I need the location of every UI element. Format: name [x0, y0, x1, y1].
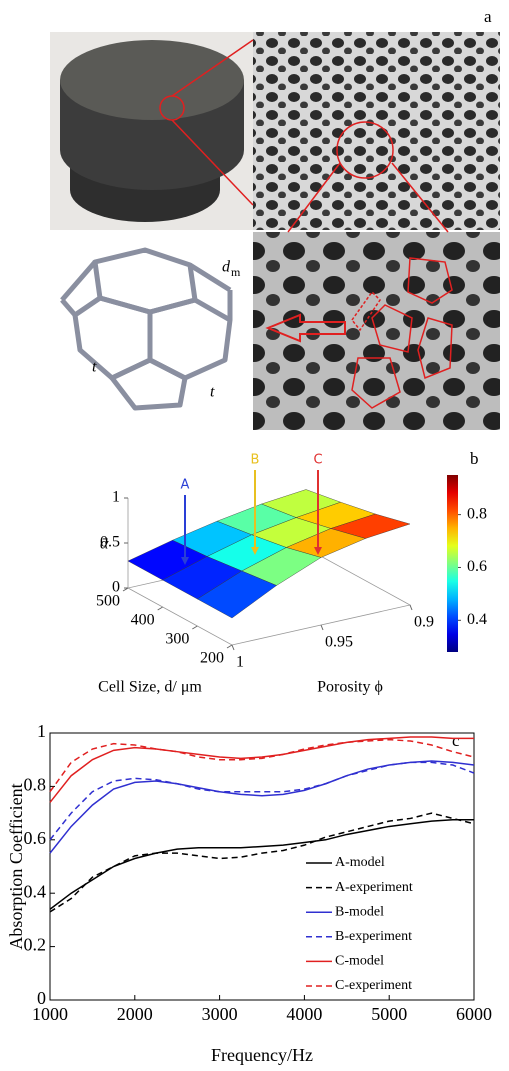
x-tick	[232, 645, 234, 650]
panel-label: c	[452, 731, 460, 750]
x-label: Frequency/Hz	[211, 1045, 313, 1065]
y-label: Cell Size, d/ μm	[98, 679, 202, 696]
label-d: d	[222, 259, 231, 276]
x-tick-label: 4000	[286, 1004, 322, 1024]
y-tick-label: 0.6	[24, 828, 47, 848]
x-tick-label: 6000	[456, 1004, 492, 1024]
x-tick-label: 1000	[32, 1004, 68, 1024]
series-line	[50, 813, 474, 912]
label-sub: m	[231, 265, 241, 279]
legend-label: C-model	[335, 954, 384, 969]
y-tick-label: 0.2	[24, 935, 47, 955]
colorbar-tick-label: 0.6	[467, 558, 487, 575]
y-tick-label: 0.4	[24, 881, 47, 901]
legend-label: A-model	[335, 855, 385, 870]
legend-label: A-experiment	[335, 880, 413, 895]
x-tick-label: 1	[236, 654, 244, 671]
legend-label: B-experiment	[335, 929, 412, 944]
annotation: C	[313, 453, 322, 468]
y-tick-label: 300	[165, 631, 189, 648]
x-tick-label: 2000	[117, 1004, 153, 1024]
label-t: t	[92, 359, 97, 376]
x-tick-label: 0.95	[325, 634, 353, 651]
panel-label: a	[484, 7, 492, 26]
y-tick-label: 500	[96, 593, 120, 610]
y-tick	[227, 645, 232, 648]
colorbar	[447, 475, 458, 652]
sem-image	[253, 32, 500, 230]
y-tick-label: 1	[37, 721, 46, 741]
y-label: Absorption Coefficient	[6, 783, 26, 949]
y-tick	[192, 626, 197, 629]
annotation: A	[181, 478, 190, 493]
colorbar-tick-label: 0.8	[467, 505, 487, 522]
x-tick-label: 0.9	[414, 614, 434, 631]
foam-sample	[60, 40, 244, 222]
x-tick-label: 3000	[202, 1004, 238, 1024]
x-tick	[321, 625, 323, 630]
figure: a d m t t 00.5120030040050010.950.9ᾱCell…	[0, 0, 509, 1071]
y-tick-label: 400	[131, 612, 155, 629]
panel-a: a d m t t	[50, 7, 500, 430]
legend-label: B-model	[335, 904, 384, 919]
annotation: B	[251, 453, 260, 468]
series-line	[50, 820, 474, 909]
z-tick-label: 1	[112, 489, 120, 506]
y-tick	[158, 607, 163, 610]
x-tick-label: 5000	[371, 1004, 407, 1024]
legend-label: C-experiment	[335, 978, 412, 993]
colorbar-tick-label: 0.4	[467, 611, 487, 628]
series-line	[50, 740, 474, 792]
series-line	[50, 737, 474, 802]
z-label: ᾱ	[100, 536, 109, 553]
y-tick-label: 0.8	[24, 775, 47, 795]
label-t: t	[210, 384, 215, 401]
panel-label: b	[470, 449, 479, 468]
series-line	[50, 762, 474, 839]
x-label: Porosity ϕ	[317, 679, 383, 696]
x-tick	[410, 605, 412, 610]
series-line	[50, 761, 474, 853]
cell-model	[62, 250, 230, 408]
y-tick-label: 200	[200, 650, 224, 667]
